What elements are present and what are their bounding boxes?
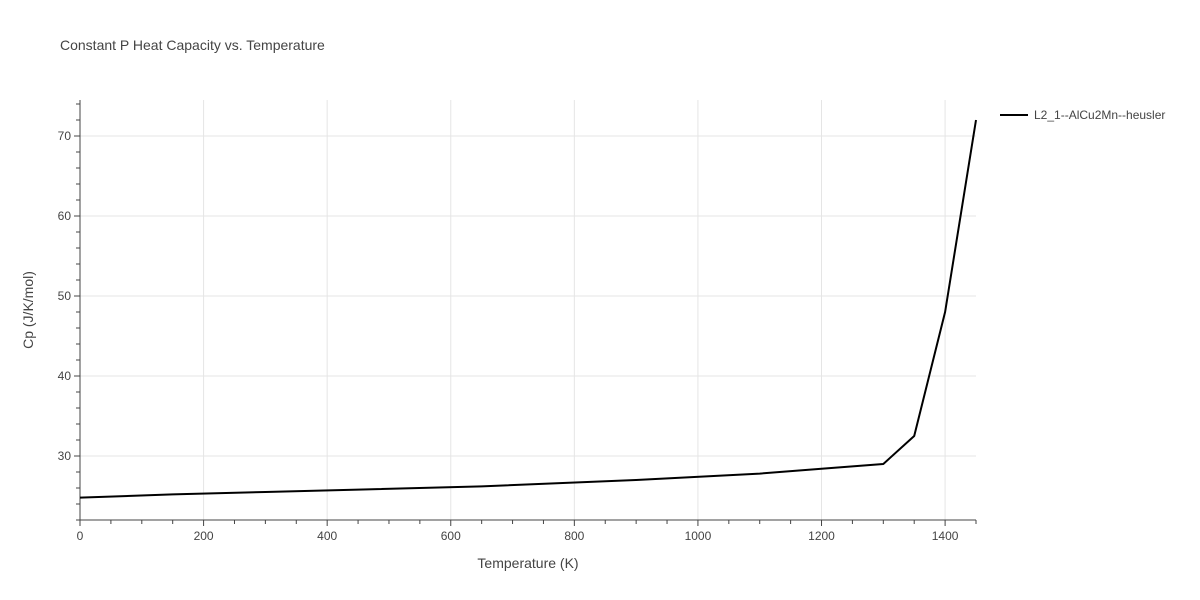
x-tick-label: 200 <box>194 529 214 543</box>
y-axis-title: Cp (J/K/mol) <box>20 271 36 349</box>
grid-lines <box>80 100 976 520</box>
x-tick-label: 1000 <box>685 529 712 543</box>
legend-label: L2_1--AlCu2Mn--heusler <box>1034 108 1165 122</box>
x-tick-labels: 0 200 400 600 800 1000 1200 1400 <box>77 529 959 543</box>
legend[interactable]: L2_1--AlCu2Mn--heusler <box>1000 108 1165 122</box>
x-axis-title: Temperature (K) <box>477 555 578 571</box>
x-tick-label: 400 <box>317 529 337 543</box>
x-tick-label: 1400 <box>932 529 959 543</box>
y-tick-label: 40 <box>58 369 72 383</box>
series-lines <box>79 119 977 499</box>
y-tick-label: 70 <box>58 129 72 143</box>
y-tick-label: 60 <box>58 209 72 223</box>
x-tick-label: 1200 <box>808 529 835 543</box>
x-tick-label: 600 <box>441 529 461 543</box>
axes <box>74 100 977 526</box>
x-tick-label: 0 <box>77 529 84 543</box>
chart-title: Constant P Heat Capacity vs. Temperature <box>60 37 325 53</box>
y-tick-label: 30 <box>58 449 72 463</box>
y-tick-labels: 30 40 50 60 70 <box>58 129 72 463</box>
series-line[interactable] <box>79 119 977 499</box>
y-tick-label: 50 <box>58 289 72 303</box>
x-tick-label: 800 <box>564 529 584 543</box>
